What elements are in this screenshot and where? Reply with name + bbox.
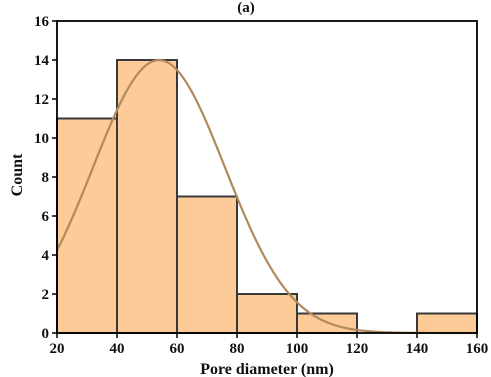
x-tick-label: 60: [170, 341, 185, 357]
histogram-bar: [416, 312, 478, 334]
y-tick-label: 6: [42, 209, 50, 225]
y-tick-label: 14: [34, 53, 50, 69]
bars-group: [56, 59, 478, 334]
y-tick-label: 10: [34, 131, 49, 147]
y-tick-label: 2: [42, 287, 50, 303]
x-axis-title: Pore diameter (nm): [200, 361, 334, 377]
histogram-bar: [116, 59, 178, 334]
x-tick-label: 80: [230, 341, 245, 357]
x-ticks: 20 40 60 80 100 120 140 160: [50, 333, 489, 357]
x-tick-label: 20: [50, 341, 65, 357]
y-tick-label: 12: [34, 92, 49, 108]
y-axis-title: Count: [9, 153, 26, 196]
x-tick-label: 140: [406, 341, 429, 357]
histogram-bar: [176, 195, 238, 334]
panel-label: (a): [237, 0, 255, 16]
y-tick-label: 0: [42, 326, 50, 342]
y-tick-label: 4: [42, 248, 50, 264]
y-tick-label: 8: [42, 170, 50, 186]
x-tick-label: 160: [466, 341, 489, 357]
x-tick-label: 100: [286, 341, 309, 357]
y-ticks: 0 2 4 6 8 10 12 14 16: [34, 14, 57, 342]
histogram-bar: [236, 293, 298, 334]
y-tick-label: 16: [34, 14, 50, 30]
x-tick-label: 40: [110, 341, 125, 357]
x-tick-label: 120: [346, 341, 369, 357]
histogram-bar: [56, 117, 118, 334]
